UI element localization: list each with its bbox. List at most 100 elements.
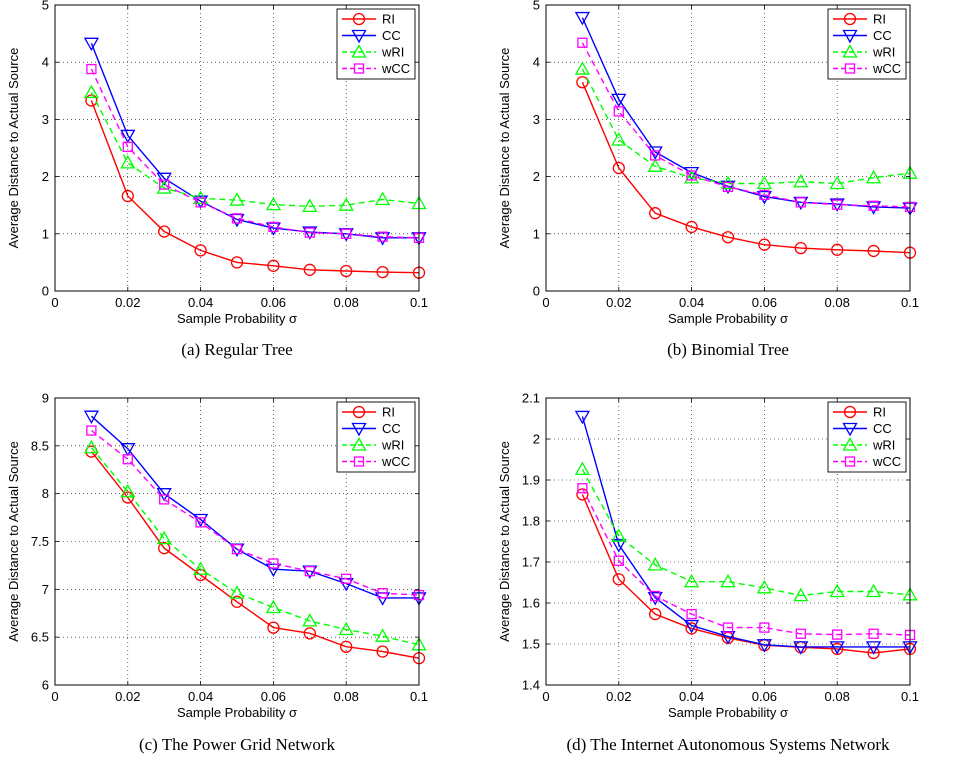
data-point	[376, 645, 389, 658]
legend-marker	[351, 29, 367, 44]
legend-marker	[351, 437, 367, 451]
y-tick-label: 7.5	[31, 534, 49, 549]
legend-item-cc: CC	[833, 28, 892, 44]
data-point	[192, 513, 209, 528]
y-tick-label: 2	[42, 169, 49, 184]
data-point	[611, 539, 627, 553]
y-tick-label: 1.6	[522, 596, 540, 611]
legend-label: RI	[382, 12, 395, 27]
x-tick-label: 0.04	[679, 689, 704, 704]
legend-item-cc: CC	[342, 28, 401, 44]
data-point	[121, 491, 134, 504]
data-point	[613, 106, 624, 117]
legend-marker	[843, 405, 857, 419]
data-point	[722, 622, 734, 633]
x-tick-label: 0.1	[901, 295, 919, 310]
legend-box	[827, 8, 907, 80]
legend-item-wcc: wCC	[342, 61, 410, 76]
legend-marker	[353, 456, 365, 467]
data-point	[121, 189, 134, 203]
legend-label: CC	[873, 421, 892, 436]
data-point	[611, 528, 627, 542]
data-point	[338, 197, 354, 211]
y-tick-label: 1	[533, 226, 540, 241]
x-tick-label: 0	[51, 295, 58, 310]
legend-item-cc: CC	[342, 421, 401, 437]
data-point	[83, 439, 100, 454]
x-axis-label: Sample Probability σ	[668, 705, 788, 720]
data-point	[159, 179, 170, 190]
data-point	[574, 461, 591, 475]
series-line	[581, 68, 911, 185]
series-line	[90, 43, 419, 239]
axes-frame	[54, 4, 420, 292]
data-point	[122, 141, 133, 153]
data-point	[759, 189, 770, 201]
panel-caption: (a) Regular Tree	[181, 340, 292, 359]
x-tick-label: 0.02	[115, 689, 140, 704]
x-tick-label: 0	[542, 689, 549, 704]
data-point	[759, 622, 770, 633]
legend-marker	[353, 63, 365, 74]
panel-caption: (c) The Power Grid Network	[139, 735, 336, 754]
data-point	[195, 197, 206, 208]
legend-marker	[844, 63, 856, 74]
y-axis-label: Average Distance to Actual Source	[497, 48, 512, 249]
x-tick-label: 0.06	[752, 689, 777, 704]
y-tick-label: 2.1	[522, 391, 540, 406]
data-point	[85, 94, 98, 107]
y-tick-label: 0	[533, 284, 540, 299]
legend-item-wcc: wCC	[833, 454, 901, 469]
series-wcc	[86, 63, 425, 243]
data-point	[230, 595, 244, 608]
legend-label: wRI	[381, 438, 404, 453]
x-tick-label: 0.08	[334, 689, 359, 704]
data-point	[120, 129, 136, 144]
legend-marker	[842, 422, 858, 437]
legend-item-ri: RI	[833, 12, 886, 27]
y-tick-label: 0	[42, 284, 49, 299]
x-tick-label: 0.04	[679, 295, 704, 310]
data-point	[230, 256, 244, 269]
data-point	[758, 238, 771, 251]
legend-item-cc: CC	[833, 421, 892, 437]
data-point	[341, 228, 352, 239]
legend-label: wCC	[381, 454, 410, 469]
data-point	[756, 175, 773, 190]
x-axis-label: Sample Probability σ	[177, 311, 297, 326]
legend-label: CC	[873, 28, 892, 43]
y-axis-label: Average Distance to Actual Source	[497, 441, 512, 642]
data-point	[831, 243, 844, 256]
y-tick-label: 3	[42, 112, 49, 127]
legend-label: CC	[382, 28, 401, 43]
data-point	[192, 195, 209, 210]
y-tick-label: 3	[533, 112, 540, 127]
data-point	[577, 37, 588, 48]
series-line	[90, 451, 420, 659]
data-point	[156, 172, 172, 187]
data-point	[720, 573, 736, 588]
data-point	[377, 588, 388, 599]
x-tick-label: 0.1	[410, 295, 428, 310]
legend-marker	[842, 437, 858, 451]
grid	[55, 398, 419, 685]
data-point	[158, 542, 171, 555]
data-point	[685, 220, 698, 234]
grid	[546, 398, 910, 685]
data-point	[613, 555, 624, 566]
x-tick-label: 0.1	[410, 689, 428, 704]
series-line	[581, 494, 911, 654]
data-point	[158, 225, 171, 238]
data-point	[577, 483, 588, 494]
series-line	[90, 92, 420, 208]
data-point	[650, 590, 661, 602]
legend-label: wCC	[381, 61, 410, 76]
y-axis-label: Average Distance to Actual Source	[6, 48, 21, 249]
data-point	[574, 61, 591, 75]
data-point	[683, 169, 700, 184]
panel-caption: (d) The Internet Autonomous Systems Netw…	[566, 735, 890, 754]
axes-frame	[54, 397, 420, 686]
data-point	[122, 454, 133, 465]
x-tick-label: 0.02	[115, 295, 140, 310]
